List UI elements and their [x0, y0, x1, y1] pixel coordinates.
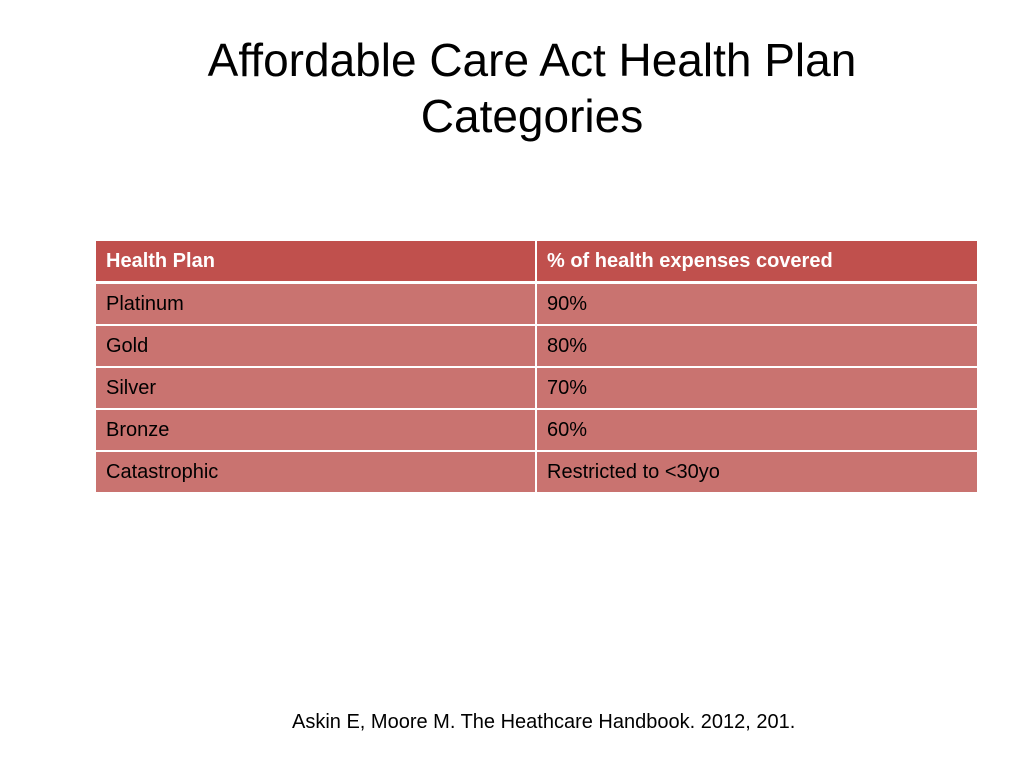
coverage-cell: Restricted to <30yo: [535, 450, 979, 494]
table-row: Gold 80%: [94, 324, 979, 368]
coverage-cell: 70%: [535, 366, 979, 410]
plan-name-cell: Bronze: [94, 408, 537, 452]
citation-text: Askin E, Moore M. The Heathcare Handbook…: [292, 711, 796, 733]
coverage-cell: 80%: [535, 324, 979, 368]
table-header-row: Health Plan % of health expenses covered: [94, 239, 979, 284]
plan-name-cell: Gold: [94, 324, 537, 368]
header-health-plan: Health Plan: [94, 239, 537, 284]
table-row: Platinum 90%: [94, 281, 979, 326]
coverage-cell: 60%: [535, 408, 979, 452]
table-row: Silver 70%: [94, 366, 979, 410]
header-expenses-covered: % of health expenses covered: [535, 239, 979, 284]
table-row: Catastrophic Restricted to <30yo: [94, 450, 979, 494]
plan-name-cell: Platinum: [94, 281, 537, 326]
table-body: Platinum 90% Gold 80% Silver 70% Bronze …: [94, 281, 979, 494]
plan-name-cell: Silver: [94, 366, 537, 410]
table-header: Health Plan % of health expenses covered: [94, 239, 979, 284]
slide-title-line-2: Categories: [420, 90, 644, 142]
slide-title: Affordable Care Act Health Plan Categori…: [112, 32, 952, 144]
health-plan-table: Health Plan % of health expenses covered…: [94, 239, 979, 494]
coverage-cell: 90%: [535, 281, 979, 326]
plan-name-cell: Catastrophic: [94, 450, 537, 494]
table-row: Bronze 60%: [94, 408, 979, 452]
slide-title-line-1: Affordable Care Act Health Plan: [207, 34, 857, 86]
